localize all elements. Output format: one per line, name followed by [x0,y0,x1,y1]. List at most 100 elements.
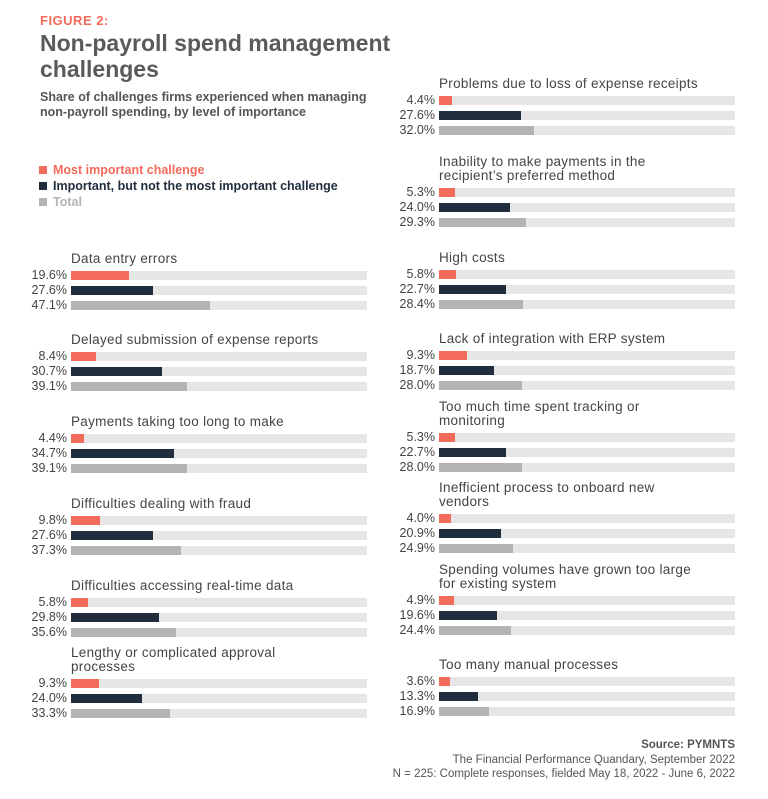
bar-track [439,610,735,620]
figure-label: FIGURE 2: [40,13,109,28]
bar-row-total: 16.9% [389,704,735,718]
bar-track [439,462,735,472]
category-label: Difficulties dealing with fraud [71,496,252,511]
data-label: 5.8% [406,267,436,281]
bar-total [71,463,187,473]
bar-row-total: 29.3% [389,215,735,229]
bar-important [439,691,479,701]
bar-track [71,351,367,361]
data-label: 8.4% [38,349,68,363]
bar-most-important [439,513,451,523]
chart-title: Non-payroll spend management challenges [40,30,391,82]
bar-row-total: 24.9% [389,541,735,555]
bar-track [71,693,367,703]
bar-row-most-important: 8.4% [21,349,367,363]
bar-track [71,545,367,555]
category-group: Lengthy or complicated approval processe… [32,646,367,720]
bar-most-important [439,350,467,360]
category-label: Spending volumes have grown too large fo… [439,562,692,591]
legend-item-important: Important, but not the most important ch… [39,179,369,194]
bar-track [439,284,735,294]
bar-track [439,706,735,716]
bar-track [439,380,735,390]
bar-row-most-important: 9.8% [21,513,367,527]
bar-row-important: 18.7% [389,363,735,377]
bar-track [439,125,735,135]
bar-important [71,366,162,376]
data-label: 20.9% [399,526,435,540]
bar-row-most-important: 4.4% [389,93,735,107]
bar-total [439,462,522,472]
bar-row-most-important: 9.3% [21,676,367,690]
bar-track [71,448,367,458]
bar-total [71,300,211,310]
bar-most-important [71,351,96,361]
bar-row-total: 37.3% [21,543,367,557]
data-label: 5.3% [406,185,436,199]
bar-total [439,217,526,227]
data-label: 28.4% [399,297,435,311]
data-label: 5.8% [38,595,68,609]
bar-row-total: 39.1% [21,379,367,393]
data-label: 4.0% [406,511,436,525]
category-group: Too many manual processes 3.6% 13.3% 16.9% [400,658,735,718]
bar-track [71,597,367,607]
category-group: Difficulties accessing real-time data 5.8… [32,579,367,639]
category-group: Too much time spent tracking or monitori… [400,400,735,474]
bar-most-important [71,515,100,525]
bar-track [439,365,735,375]
bar-row-most-important: 4.4% [21,431,367,445]
data-label: 22.7% [399,445,435,459]
bar-row-total: 28.0% [389,460,735,474]
bar-row-most-important: 4.0% [389,511,735,525]
bar-most-important [439,595,454,605]
bar-row-most-important: 5.3% [389,185,735,199]
bar-row-important: 27.6% [389,108,735,122]
category-label: Inability to make payments in the recipi… [439,154,646,183]
data-label: 28.0% [399,460,435,474]
bar-row-important: 19.6% [389,608,735,622]
bar-row-most-important: 3.6% [389,674,735,688]
bar-row-most-important: 9.3% [389,348,735,362]
bar-important [71,612,160,622]
legend: Most important challenge Important, but … [39,163,369,211]
bar-row-most-important: 5.3% [389,430,735,444]
data-label: 34.7% [31,446,67,460]
bar-total [71,627,177,637]
bar-track [439,217,735,227]
bar-important [439,110,521,120]
bar-important [71,693,143,703]
bar-row-total: 39.1% [21,461,367,475]
category-group: Payments taking too long to make 4.4% 34.7… [32,415,367,475]
bar-row-most-important: 5.8% [389,267,735,281]
bar-total [439,299,524,309]
category-label: Lack of integration with ERP system [439,331,666,346]
bar-track [439,187,735,197]
bar-total [439,706,490,716]
bar-row-important: 24.0% [389,200,735,214]
data-label: 3.6% [406,674,436,688]
category-label: Too much time spent tracking or monitori… [439,399,640,428]
bar-row-total: 33.3% [21,706,367,720]
data-label: 4.9% [406,593,436,607]
data-label: 19.6% [31,268,67,282]
bar-track [439,691,735,701]
bar-row-total: 28.0% [389,378,735,392]
bar-track [439,95,735,105]
bar-row-important: 27.6% [21,528,367,542]
data-label: 39.1% [31,379,67,393]
bar-track [439,299,735,309]
bar-row-important: 22.7% [389,282,735,296]
bar-important [439,202,511,212]
data-label: 19.6% [399,608,435,622]
category-group: High costs 5.8% 22.7% 28.4% [400,251,735,311]
bar-total [439,125,534,135]
bar-total [439,625,512,635]
legend-item-most-important: Most important challenge [39,163,369,178]
data-label: 47.1% [31,298,67,312]
data-label: 9.3% [406,348,436,362]
data-label: 27.6% [31,528,67,542]
data-label: 4.4% [406,93,436,107]
data-label: 22.7% [399,282,435,296]
category-group: Spending volumes have grown too large fo… [400,563,735,637]
